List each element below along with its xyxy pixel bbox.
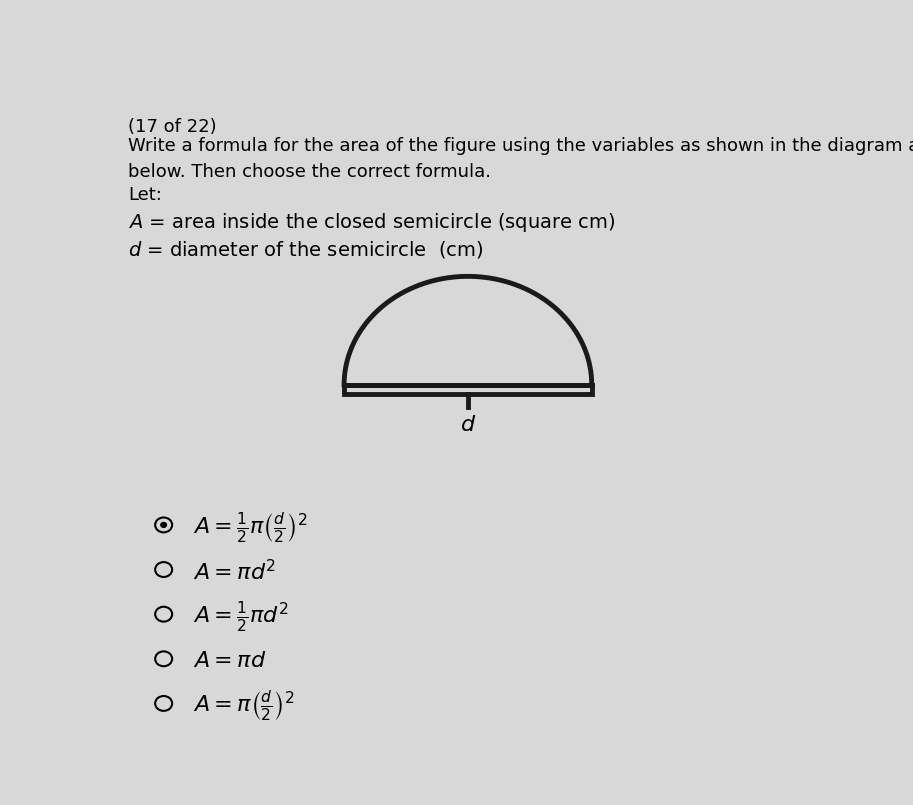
Text: Let:: Let: xyxy=(128,187,163,204)
Text: (17 of 22): (17 of 22) xyxy=(128,118,217,136)
Text: $A = \frac{1}{2}\pi d^2$: $A = \frac{1}{2}\pi d^2$ xyxy=(194,599,289,634)
Text: $A = \frac{1}{2}\pi\left(\frac{d}{2}\right)^2$: $A = \frac{1}{2}\pi\left(\frac{d}{2}\rig… xyxy=(194,510,308,545)
Text: Write a formula for the area of the figure using the variables as shown in the d: Write a formula for the area of the figu… xyxy=(128,137,913,181)
Text: $\mathit{d}$ = diameter of the semicircle  (cm): $\mathit{d}$ = diameter of the semicircl… xyxy=(128,239,484,260)
Text: $\mathit{A}$ = area inside the closed semicircle (square cm): $\mathit{A}$ = area inside the closed se… xyxy=(128,211,616,234)
Text: d: d xyxy=(461,415,475,435)
Bar xyxy=(344,385,592,394)
Text: $A = \pi d$: $A = \pi d$ xyxy=(194,651,267,671)
Text: $A = \pi d^2$: $A = \pi d^2$ xyxy=(194,559,277,584)
Text: $A = \pi\left(\frac{d}{2}\right)^2$: $A = \pi\left(\frac{d}{2}\right)^2$ xyxy=(194,688,296,724)
Circle shape xyxy=(161,522,166,527)
